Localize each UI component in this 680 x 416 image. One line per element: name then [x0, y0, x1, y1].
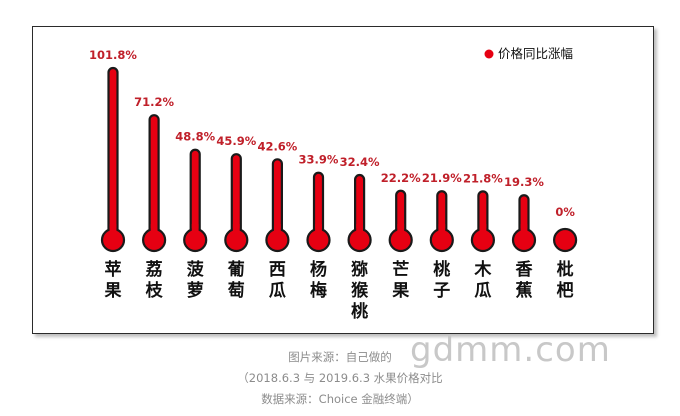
value-label-3: 45.9% — [216, 134, 256, 148]
value-label-4: 42.6% — [257, 139, 297, 153]
value-label-6: 32.4% — [340, 155, 380, 169]
bar-joint-8 — [438, 224, 446, 232]
value-label-10: 19.3% — [504, 175, 544, 189]
category-label-2-0: 菠 — [187, 260, 205, 280]
category-label-3-1: 萄 — [228, 280, 245, 301]
category-label-3-0: 葡 — [227, 260, 245, 280]
category-label-0-1: 果 — [105, 281, 122, 301]
value-label-2: 48.8% — [175, 130, 215, 144]
category-label-9-1: 瓜 — [474, 281, 491, 301]
bar-bulb-11 — [552, 227, 578, 253]
value-label-1: 71.2% — [134, 95, 174, 109]
bar-stem-0 — [107, 66, 119, 242]
category-label-9-0: 木 — [473, 259, 492, 280]
bar-bulb-5 — [306, 227, 331, 253]
category-label-6-1: 猴 — [351, 280, 369, 301]
value-label-0: 101.8% — [89, 48, 137, 62]
bar-bulb-6 — [347, 227, 372, 253]
bar-joint-4 — [274, 224, 281, 232]
bar-joint-9 — [479, 224, 487, 232]
category-label-10-1: 蕉 — [516, 281, 533, 301]
category-label-4-1: 瓜 — [269, 281, 286, 301]
value-label-5: 33.9% — [299, 153, 339, 167]
category-label-5-1: 梅 — [310, 280, 327, 301]
image-source-note: 图片来源：自己做的 — [288, 350, 392, 364]
bar-bulb-9 — [470, 227, 495, 253]
category-label-6-2: 桃 — [351, 301, 368, 322]
bar-bulb-3 — [224, 227, 249, 253]
category-label-11-0: 枇 — [557, 259, 574, 280]
value-label-7: 22.2% — [381, 171, 421, 185]
category-label-10-0: 香 — [516, 260, 533, 280]
bar-bulb-4 — [265, 227, 290, 253]
bar-joint-2 — [191, 224, 199, 232]
legend-marker — [484, 49, 494, 59]
value-label-9: 21.8% — [463, 171, 503, 185]
category-label-5-0: 杨 — [310, 259, 327, 280]
bar-joint-6 — [356, 224, 363, 232]
bar-bulb-0 — [100, 227, 126, 253]
bar-bulb-8 — [429, 227, 454, 253]
bar-bulb-10 — [511, 227, 537, 253]
value-label-8: 21.9% — [422, 171, 462, 185]
category-label-8-0: 桃 — [433, 259, 450, 280]
category-label-2-1: 萝 — [187, 280, 204, 301]
category-label-7-1: 果 — [392, 281, 409, 301]
chart-frame — [32, 26, 654, 334]
bar-joint-3 — [232, 224, 240, 232]
bar-bulb-2 — [183, 227, 208, 253]
legend-label: 价格同比涨幅 — [498, 46, 573, 61]
bar-stem-1 — [148, 114, 160, 242]
bar-bulb-1 — [142, 227, 167, 253]
category-label-7-0: 芒 — [392, 259, 409, 280]
value-label-11: 0% — [555, 205, 575, 219]
data-source-note: 数据来源：Choice 金融终端） — [261, 392, 419, 406]
bar-joint-5 — [315, 224, 322, 232]
watermark-text: gdmm.com — [410, 330, 611, 370]
bar-bulb-7 — [388, 227, 413, 253]
bar-joint-1 — [150, 224, 158, 232]
bar-joint-7 — [397, 224, 405, 232]
category-label-4-0: 西 — [269, 260, 286, 280]
category-label-1-1: 枝 — [146, 280, 164, 301]
category-label-6-0: 猕 — [351, 259, 368, 280]
category-label-8-1: 子 — [433, 281, 450, 301]
date-range-note: （2018.6.3 与 2019.6.3 水果价格对比 — [237, 371, 443, 385]
category-label-0-0: 苹 — [105, 259, 122, 280]
category-label-1-0: 荔 — [145, 259, 163, 280]
bar-joint-0 — [109, 224, 117, 232]
bar-joint-10 — [520, 224, 528, 232]
category-label-11-1: 杷 — [557, 280, 574, 301]
